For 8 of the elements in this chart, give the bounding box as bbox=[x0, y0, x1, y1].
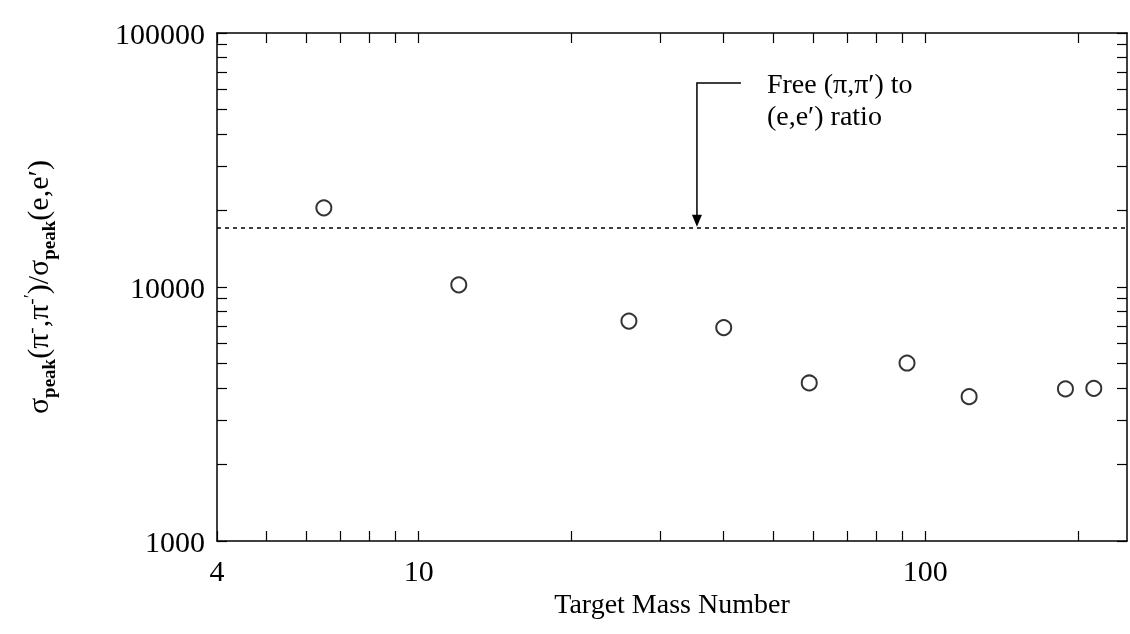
x-tick-label: 4 bbox=[209, 553, 225, 587]
x-axis-title: Target Mass Number bbox=[554, 588, 791, 620]
legend-label: Free (π,π′) to (e,e′) ratio bbox=[766, 68, 913, 131]
y-tick-label: 1000 bbox=[145, 524, 205, 558]
y-tick-label: 10000 bbox=[130, 270, 205, 304]
x-tick-label: 100 bbox=[902, 553, 948, 587]
x-tick-label: 10 bbox=[403, 553, 434, 587]
y-tick-label: 100000 bbox=[115, 16, 205, 50]
